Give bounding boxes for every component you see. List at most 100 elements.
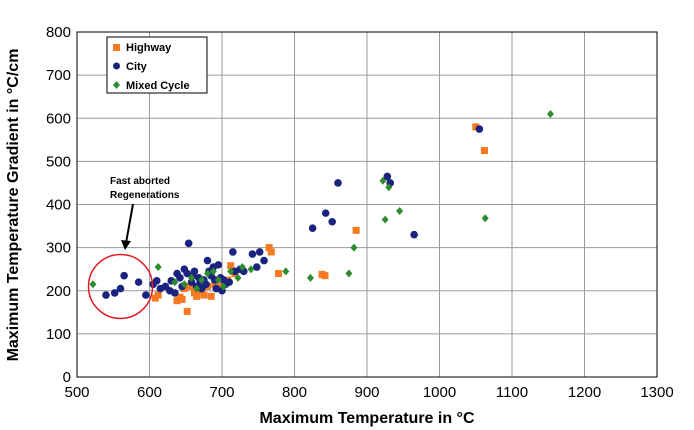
data-point-city <box>252 263 261 271</box>
y-tick-label: 0 <box>63 369 71 386</box>
x-tick-label: 1100 <box>496 384 528 401</box>
data-point-mixed-cycle <box>89 280 97 289</box>
data-point-city <box>116 284 125 293</box>
legend-label-mixed-cycle: Mixed Cycle <box>126 80 190 92</box>
data-point-city <box>475 125 484 133</box>
data-points <box>89 109 554 315</box>
data-point-mixed-cycle <box>238 263 246 272</box>
data-point-city <box>202 280 210 289</box>
data-point-city <box>321 209 330 217</box>
x-tick-label: 1000 <box>423 384 456 401</box>
data-point-mixed-cycle <box>345 269 353 278</box>
x-tick-label: 500 <box>64 384 89 401</box>
legend-marker-city <box>113 62 120 70</box>
data-point-city <box>212 284 220 293</box>
data-point-highway <box>200 291 208 299</box>
annotation-text-line-1: Fast aborted <box>110 176 170 187</box>
legend-label-city: City <box>126 61 148 73</box>
data-point-city <box>102 291 110 299</box>
y-tick-label: 600 <box>46 110 71 127</box>
data-point-mixed-cycle <box>350 243 358 252</box>
data-point-mixed-cycle <box>381 215 389 224</box>
data-point-highway <box>352 226 360 234</box>
data-point-city <box>120 271 128 280</box>
data-point-mixed-cycle <box>214 275 222 284</box>
data-point-city <box>410 230 418 239</box>
legend-marker-highway <box>113 44 120 51</box>
data-point-highway <box>480 147 488 155</box>
data-point-highway <box>275 270 283 277</box>
data-point-mixed-cycle <box>282 267 290 276</box>
data-point-mixed-cycle <box>188 273 196 282</box>
y-tick-label: 100 <box>46 326 71 343</box>
data-point-highway <box>207 292 215 300</box>
data-point-city <box>183 269 191 278</box>
data-point-city <box>187 278 196 286</box>
data-point-mixed-cycle <box>396 206 404 215</box>
data-point-mixed-cycle <box>180 280 188 289</box>
y-axis-title: Maximum Temperature Gradient in °C/cm <box>5 49 22 362</box>
y-tick-label: 500 <box>46 153 71 170</box>
data-point-mixed-cycle <box>379 176 387 185</box>
data-point-highway <box>211 280 219 288</box>
data-point-highway <box>265 244 273 252</box>
x-tick-labels: 500 600 700 800 900 1000 1100 1200 1300 <box>64 384 673 401</box>
data-point-city <box>184 239 193 248</box>
data-point-city <box>190 267 199 276</box>
annotation-arrow-head <box>121 240 131 250</box>
data-point-city <box>383 172 392 181</box>
y-tick-label: 700 <box>46 67 71 84</box>
data-point-city <box>260 256 268 265</box>
y-tick-labels: 0 100 200 300 400 500 600 700 800 <box>46 24 71 386</box>
data-point-city <box>328 217 337 226</box>
data-point-city <box>308 224 317 233</box>
y-tick-label: 300 <box>46 240 71 257</box>
x-tick-label: 700 <box>209 384 234 401</box>
data-point-city <box>334 179 342 187</box>
data-point-city <box>152 277 161 285</box>
data-point-highway <box>227 262 235 270</box>
data-point-highway <box>321 272 329 280</box>
data-point-mixed-cycle <box>171 278 179 287</box>
data-point-mixed-cycle <box>198 275 206 284</box>
data-point-mixed-cycle <box>193 284 201 293</box>
data-point-highway <box>193 292 201 300</box>
annotation: Fast aborted Regenerations <box>87 176 180 320</box>
data-point-highway <box>186 282 194 290</box>
data-point-highway <box>178 295 186 303</box>
data-point-city <box>248 250 257 258</box>
data-point-highway <box>154 291 162 299</box>
data-point-mixed-cycle <box>385 183 393 192</box>
legend-box <box>106 36 208 94</box>
x-tick-label: 900 <box>354 384 379 401</box>
data-point-city <box>110 289 119 297</box>
data-point-mixed-cycle <box>227 267 235 276</box>
data-point-city <box>229 248 237 256</box>
x-tick-label: 1200 <box>568 384 601 401</box>
legend-marker-mixed-cycle <box>113 81 120 89</box>
data-point-city <box>214 261 223 269</box>
plot-area-frame <box>76 31 658 378</box>
legend-label-highway: Highway <box>126 42 172 54</box>
data-point-city <box>134 278 143 286</box>
data-point-mixed-cycle <box>247 265 255 274</box>
data-point-highway <box>267 248 275 256</box>
data-point-mixed-cycle <box>481 214 489 223</box>
data-point-highway <box>183 307 191 315</box>
y-tick-label: 400 <box>46 197 71 214</box>
x-tick-label: 800 <box>282 384 307 401</box>
data-point-highway <box>472 123 480 131</box>
x-axis-title: Maximum Temperature in °C <box>259 410 474 427</box>
data-point-mixed-cycle <box>204 269 211 278</box>
data-point-city <box>255 248 264 256</box>
data-point-city <box>142 291 150 299</box>
data-point-mixed-cycle <box>234 273 242 282</box>
y-tick-label: 200 <box>46 283 71 300</box>
data-point-mixed-cycle <box>209 267 217 276</box>
annotation-circle <box>87 253 154 320</box>
data-point-city <box>176 274 184 282</box>
data-point-city <box>171 289 179 297</box>
legend: Highway City Mixed Cycle <box>106 36 208 94</box>
